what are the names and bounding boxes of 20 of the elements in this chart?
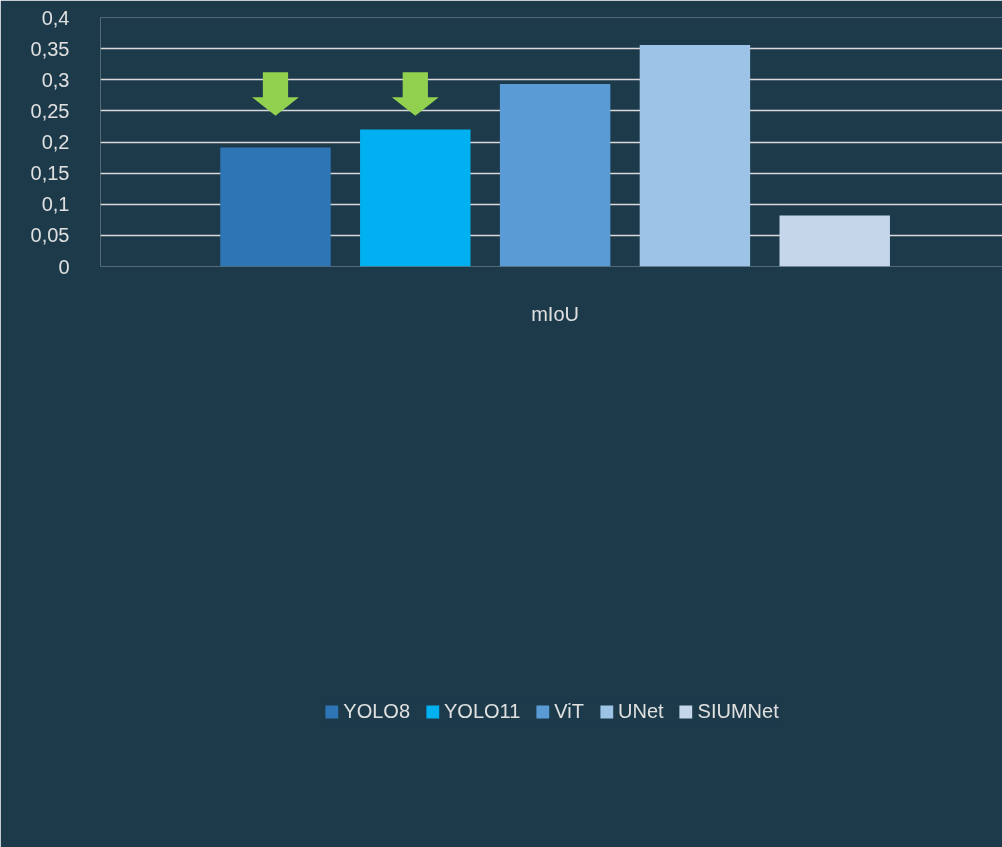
bar <box>220 147 331 267</box>
legend-label: ViT <box>554 699 584 723</box>
x-tick-label: mIoU <box>531 302 580 325</box>
bar <box>499 84 611 267</box>
legend-label: YOLO11 <box>444 699 521 723</box>
y-tick-label: 0,4 <box>41 6 70 29</box>
y-tick-label: 0,25 <box>30 99 70 122</box>
legend-label: YOLO8 <box>343 699 411 723</box>
y-tick-label: 0,3 <box>41 68 70 91</box>
bar <box>779 215 890 267</box>
y-tick-label: 0,05 <box>30 224 70 247</box>
bar <box>360 129 471 267</box>
y-tick-label: 0 <box>58 255 70 278</box>
legend-label: SIUMNet <box>697 699 779 723</box>
y-tick-label: 0,1 <box>41 193 70 216</box>
y-tick-label: 0,35 <box>30 37 70 60</box>
bar <box>639 44 751 267</box>
y-tick-label: 0,15 <box>30 162 70 185</box>
y-tick-label: 0,2 <box>41 131 70 153</box>
legend-label: UNet <box>617 699 664 723</box>
